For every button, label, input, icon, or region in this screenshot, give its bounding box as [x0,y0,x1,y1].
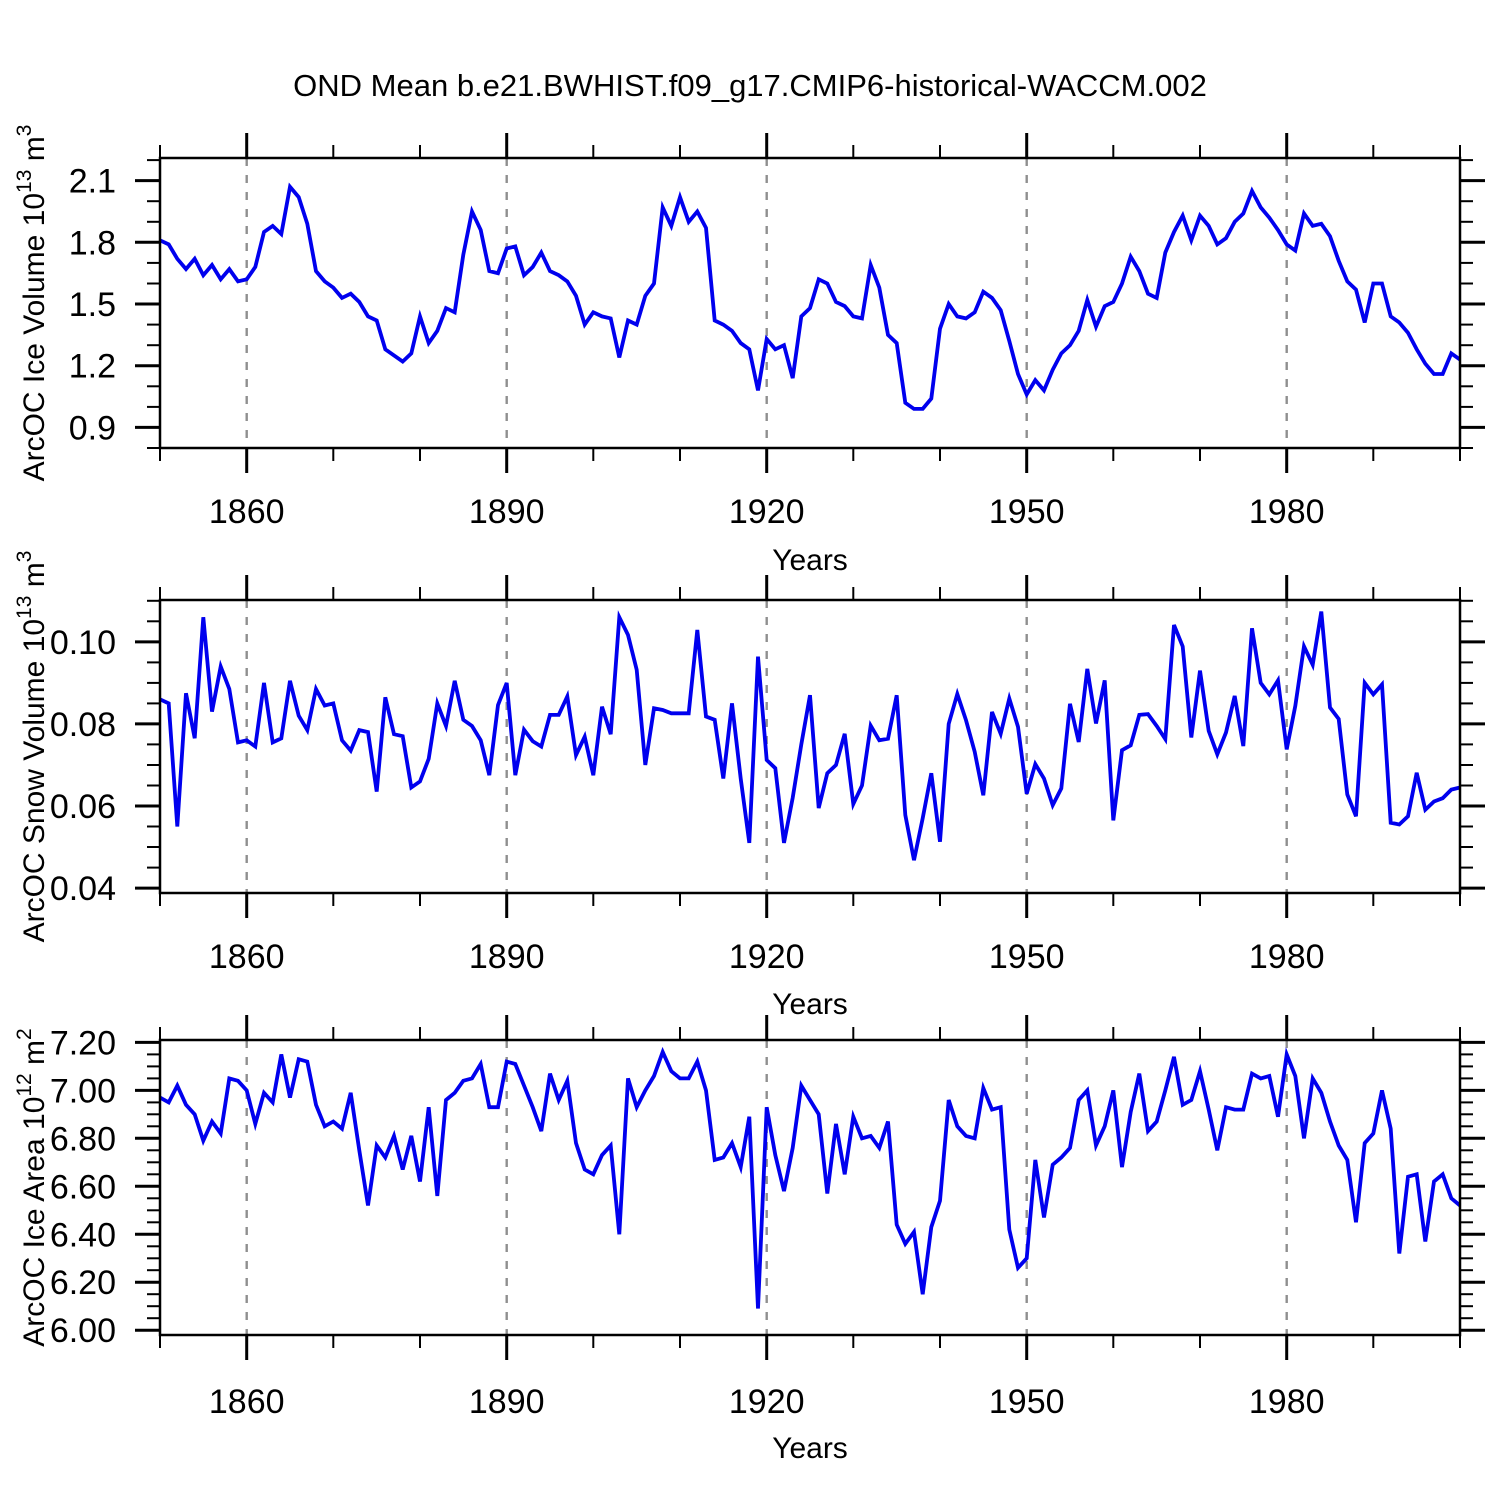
x-axis-title: Years [772,1432,848,1465]
x-axis-title: Years [772,544,848,577]
x-tick-label: 1980 [1249,938,1325,976]
x-tick-label: 1980 [1249,1383,1325,1421]
y-tick-label: 7.20 [50,1024,116,1062]
arcoc-ice-area-series-line [159,1046,1462,1309]
x-tick-label: 1950 [989,493,1065,531]
x-tick-label: 1920 [729,1383,805,1421]
x-tick-label: 1890 [469,493,545,531]
y-tick-label: 0.10 [50,624,116,662]
y-tick-label: 2.1 [69,163,116,201]
y-tick-label: 6.80 [50,1120,116,1158]
y-tick-label: 7.00 [50,1072,116,1110]
y-tick-label: 0.06 [50,788,116,826]
x-tick-label: 1950 [989,1383,1065,1421]
x-tick-label: 1860 [209,493,285,531]
y-axis-title: ArcOC Ice Area 1012 m2 [13,1028,51,1346]
y-tick-label: 6.60 [50,1168,116,1206]
y-tick-label: 6.20 [50,1264,116,1302]
x-tick-label: 1860 [209,1383,285,1421]
y-tick-label: 0.04 [50,870,116,908]
chart-title: OND Mean b.e21.BWHIST.f09_g17.CMIP6-hist… [293,68,1207,103]
panel-arcoc-ice-volume: 1860 1890 1920 1950 1980 0.9 1.2 1.5 1.8 2.1 ArcOC… [13,125,1485,577]
y-tick-label: 0.08 [50,706,116,744]
x-axis-title: Years [772,988,848,1021]
arcoc-snow-volume-series-line [159,610,1461,861]
plot-frame [158,598,1462,895]
y-tick-label: 1.2 [69,348,116,386]
x-tick-label: 1950 [989,938,1065,976]
panels-group: 1860 1890 1920 1950 1980 0.9 1.2 1.5 1.8 2.1 ArcOC… [13,125,1485,1465]
x-tick-label: 1890 [469,1383,545,1421]
y-tick-label: 1.5 [69,286,116,324]
plot-frame [158,1038,1462,1337]
x-tick-label: 1860 [209,938,285,976]
panel-arcoc-snow-volume: 1860 1890 1920 1950 1980 0.04 0.06 0.08 0.10ArcO… [13,551,1485,1021]
x-tick-label: 1890 [469,938,545,976]
y-axis-title: ArcOC Ice Volume 1013 m3 [13,125,51,482]
x-tick-label: 1920 [729,938,805,976]
y-tick-label: 6.40 [50,1216,116,1254]
panel-arcoc-ice-area: 1860 1890 1920 1950 1980 6.00 6.20 6.40 6.60 6.80… [13,1015,1485,1465]
y-tick-label: 1.8 [69,224,116,262]
y-tick-label: 6.00 [50,1312,116,1350]
arcoc-ice-volume-series-line [159,182,1462,411]
x-tick-label: 1980 [1249,493,1325,531]
y-axis-title: ArcOC Snow Volume 1013 m3 [13,551,51,943]
y-tick-label: 0.9 [69,409,116,447]
x-tick-label: 1920 [729,493,805,531]
